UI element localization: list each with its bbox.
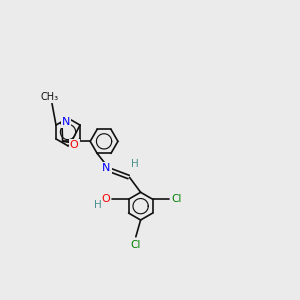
Text: N: N bbox=[102, 163, 110, 173]
Text: N: N bbox=[62, 117, 70, 127]
Text: H: H bbox=[131, 159, 138, 169]
Text: Cl: Cl bbox=[171, 194, 182, 204]
Text: O: O bbox=[70, 140, 78, 151]
Text: Cl: Cl bbox=[130, 240, 141, 250]
Text: O: O bbox=[101, 194, 110, 204]
Text: CH₃: CH₃ bbox=[41, 92, 59, 103]
Text: H: H bbox=[94, 200, 102, 210]
